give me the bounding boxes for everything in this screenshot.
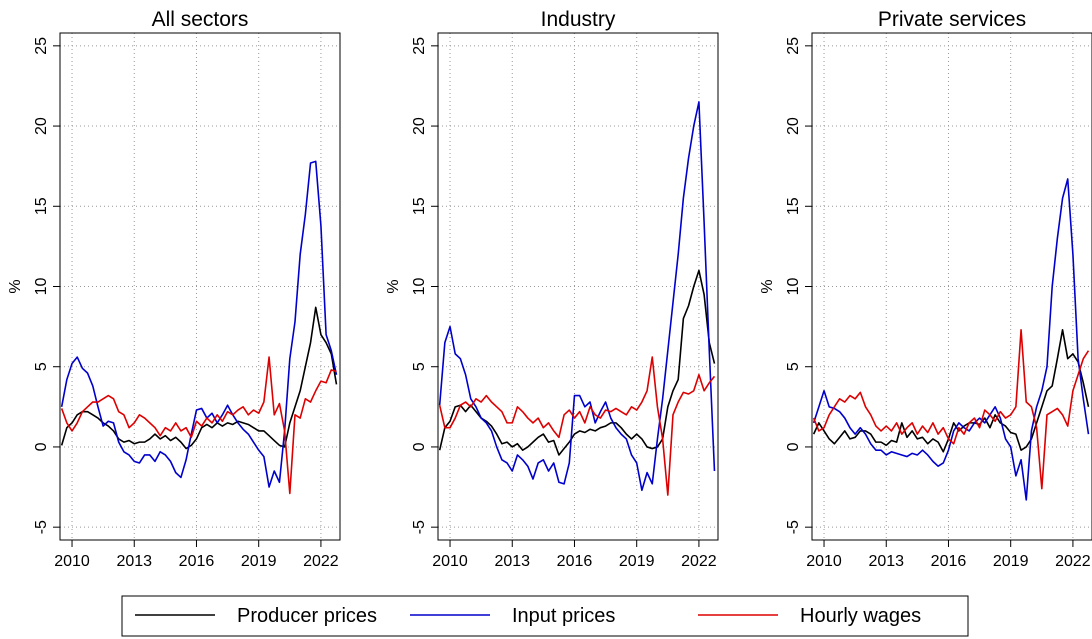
line-series (60, 160, 338, 488)
y-tick-label: 20 (33, 117, 50, 135)
panel-title: Private services (878, 8, 1026, 31)
line-series (812, 178, 1090, 501)
panel-title: Industry (541, 8, 616, 31)
y-tick-label: 20 (411, 117, 428, 135)
x-tick-label: 2010 (54, 553, 90, 570)
x-tick-label: 2010 (806, 553, 842, 570)
y-tick-label: 0 (33, 442, 50, 451)
x-tick-label: 2016 (179, 553, 215, 570)
x-tick-label: 2010 (432, 553, 468, 570)
x-tick-label: 2016 (931, 553, 967, 570)
y-tick-label: -5 (411, 520, 428, 534)
y-tick-label: 5 (33, 362, 50, 371)
y-tick-label: 5 (785, 362, 802, 371)
y-tick-label: 15 (33, 197, 50, 215)
legend-label: Producer prices (237, 605, 377, 627)
y-tick-label: 25 (33, 37, 50, 55)
y-tick-label: -5 (33, 520, 50, 534)
line-series (60, 306, 338, 450)
legend-label: Hourly wages (800, 605, 921, 627)
y-tick-label: 25 (411, 37, 428, 55)
line-series (438, 269, 716, 456)
x-tick-label: 2013 (494, 553, 530, 570)
y-tick-label: 10 (785, 278, 802, 296)
x-tick-label: 2019 (241, 553, 277, 570)
plot-frame (811, 32, 1092, 541)
legend-label: Input prices (512, 605, 615, 627)
x-tick-label: 2022 (1055, 553, 1091, 570)
x-tick-label: 2019 (619, 553, 655, 570)
x-tick-label: 2022 (303, 553, 339, 570)
x-tick-label: 2022 (681, 553, 717, 570)
line-series (438, 101, 716, 492)
y-tick-label: 15 (411, 197, 428, 215)
line-series (812, 329, 1090, 453)
y-tick-label: 25 (785, 37, 802, 55)
y-axis-label: % (759, 279, 776, 293)
y-axis-label: % (385, 279, 402, 293)
y-tick-label: 10 (33, 278, 50, 296)
y-tick-label: 0 (785, 442, 802, 451)
y-tick-label: 20 (785, 117, 802, 135)
y-axis-label: % (7, 279, 24, 293)
legend-box (121, 595, 969, 637)
line-series (438, 356, 716, 496)
x-tick-label: 2019 (993, 553, 1029, 570)
y-tick-label: 0 (411, 442, 428, 451)
plot-frame (59, 32, 341, 541)
line-series (60, 356, 337, 495)
x-tick-label: 2013 (116, 553, 152, 570)
y-tick-label: 5 (411, 362, 428, 371)
x-tick-label: 2016 (557, 553, 593, 570)
y-tick-label: 10 (411, 278, 428, 296)
x-tick-label: 2013 (868, 553, 904, 570)
line-series (812, 329, 1090, 490)
y-tick-label: -5 (785, 520, 802, 534)
plot-frame (437, 32, 719, 541)
panel-title: All sectors (152, 8, 249, 31)
y-tick-label: 15 (785, 197, 802, 215)
